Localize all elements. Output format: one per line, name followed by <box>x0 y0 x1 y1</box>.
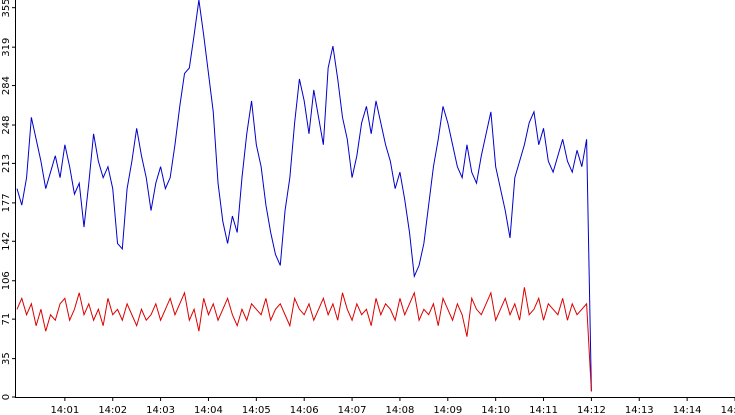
y-tick-label: 355 <box>1 0 12 18</box>
y-tick-label: 213 <box>1 154 12 173</box>
x-tick-label: 14:15 <box>721 405 735 415</box>
y-tick-label: 0 <box>1 394 12 400</box>
x-tick-label: 14:01 <box>50 405 79 415</box>
x-tick-label: 14:13 <box>625 405 654 415</box>
x-tick-label: 14:05 <box>242 405 271 415</box>
y-tick-label: 142 <box>1 232 12 251</box>
series-line <box>16 0 592 392</box>
y-tick-label: 35 <box>1 352 12 365</box>
y-tick-label: 284 <box>1 76 12 95</box>
y-tick-label: 248 <box>1 115 12 134</box>
x-tick-label: 14:03 <box>146 405 175 415</box>
x-tick-label: 14:04 <box>194 405 223 415</box>
y-tick-label: 106 <box>1 271 12 290</box>
x-tick-label: 14:07 <box>338 405 367 415</box>
x-tick-label: 14:02 <box>98 405 127 415</box>
x-tick-label: 14:08 <box>386 405 415 415</box>
y-tick-label: 71 <box>1 313 12 326</box>
y-tick-label: 319 <box>1 38 12 57</box>
series-line <box>16 287 592 392</box>
x-tick-label: 14:09 <box>433 405 462 415</box>
x-tick-label: 14:14 <box>673 405 702 415</box>
x-tick-label: 14:06 <box>290 405 319 415</box>
x-tick-label: 14:12 <box>577 405 606 415</box>
x-tick-label: 14:11 <box>529 405 558 415</box>
x-tick-label: 14:10 <box>481 405 510 415</box>
y-tick-label: 177 <box>1 193 12 212</box>
